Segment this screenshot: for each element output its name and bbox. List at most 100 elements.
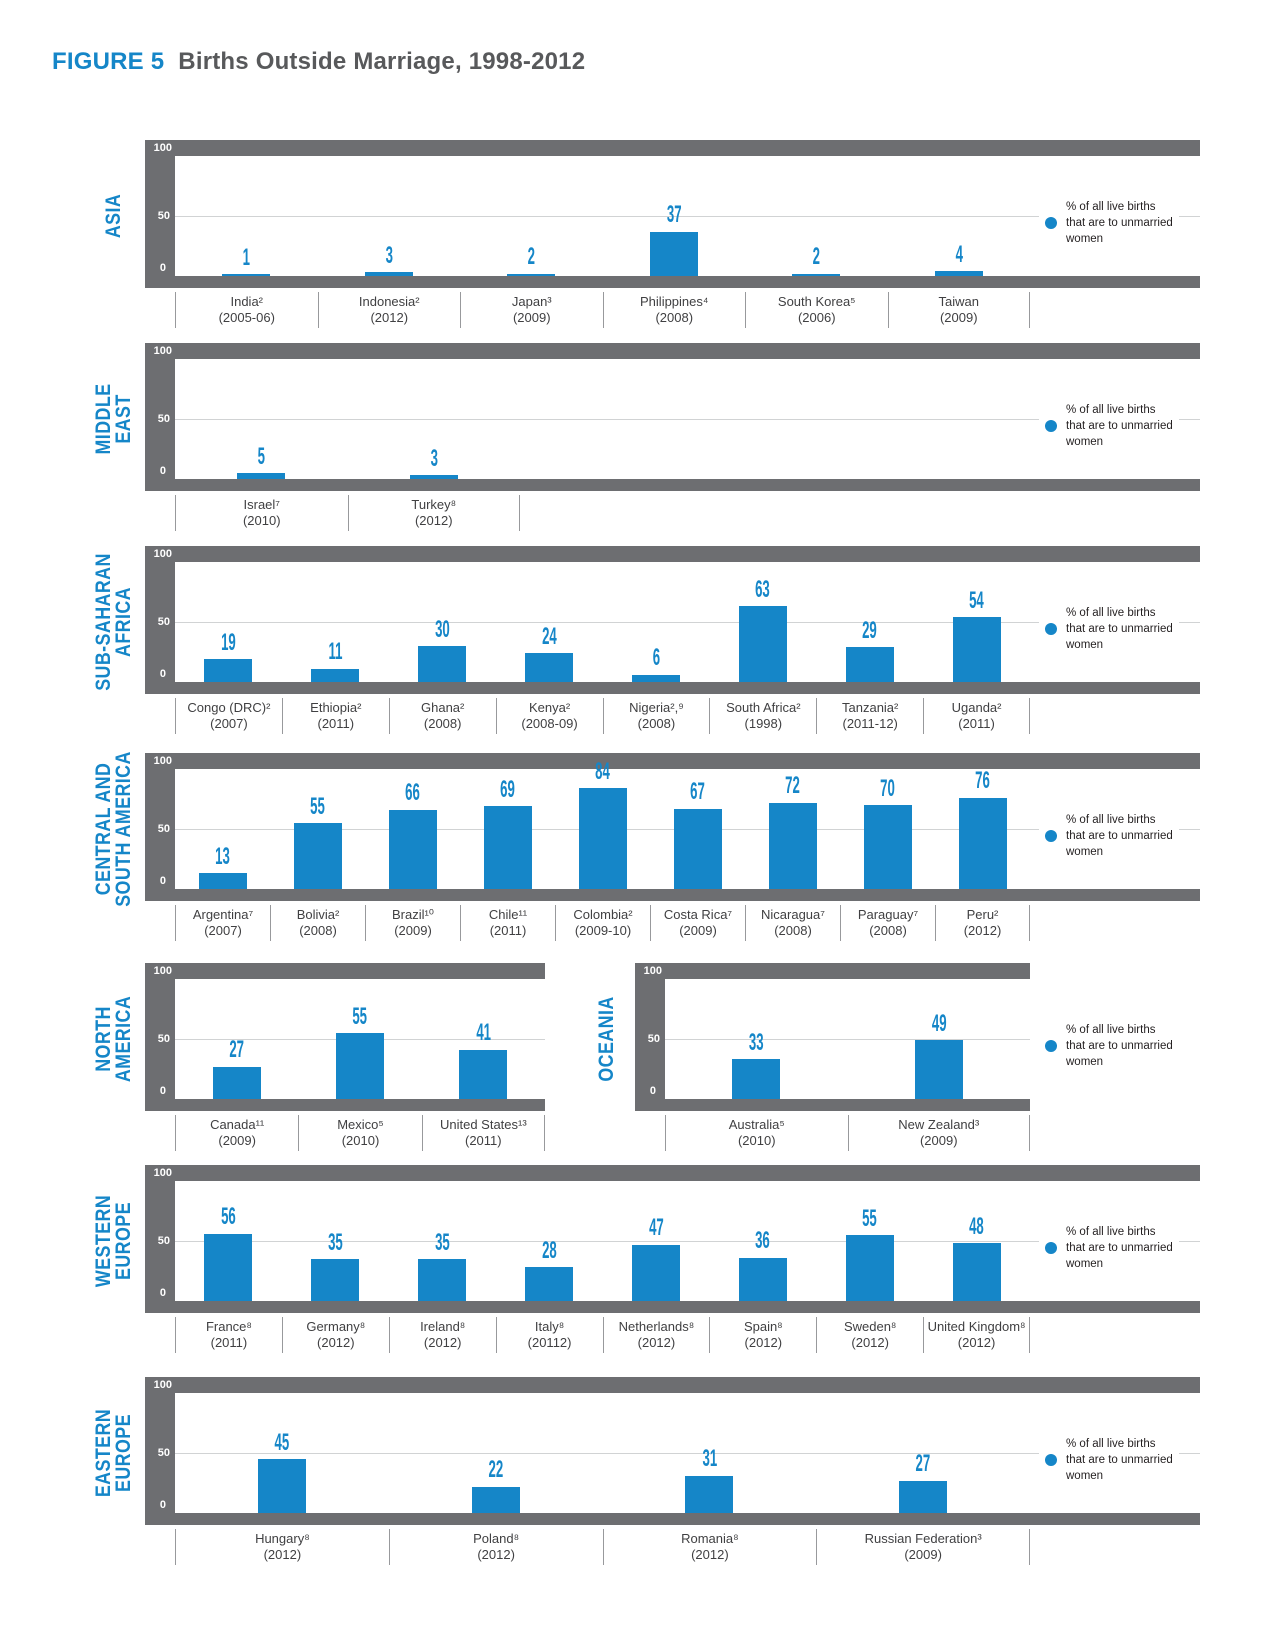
bar-cell: 47 [603, 1181, 710, 1304]
year-label: (2007) [204, 923, 242, 938]
country-label: New Zealand³ [898, 1117, 980, 1132]
country-label: Poland⁸ [473, 1531, 520, 1546]
country-label: Australia⁵ [728, 1117, 785, 1132]
plot-area: 56 35 35 28 47 36 55 48 [175, 1181, 1200, 1304]
bar-value-label: 36 [755, 1227, 771, 1255]
year-label: (2006) [797, 310, 836, 325]
region-label-central-and-south-america: CENTRAL AND SOUTH AMERICA [92, 751, 135, 907]
year-label: (2008-09) [521, 716, 578, 731]
x-axis-label: United States¹³ (2011) [421, 1115, 545, 1151]
plot-area: 19 11 30 24 6 63 29 54 [175, 562, 1200, 685]
country-label: United States¹³ [439, 1117, 527, 1132]
legend: % of all live births that are to unmarri… [1039, 1221, 1179, 1275]
x-axis-labels: Canada¹¹ (2009) Mexico⁵ (2010) United States… [175, 1115, 545, 1151]
bar-cell: 13 [175, 769, 270, 892]
y-axis-column: 50 0 [145, 562, 175, 682]
bar-cell: 55 [816, 1181, 923, 1304]
bar [863, 805, 912, 892]
bar-value-label: 76 [975, 767, 990, 795]
bar [673, 808, 722, 892]
bar-cell: 35 [389, 1181, 496, 1304]
year-label: (2012) [744, 1335, 783, 1350]
y-axis-tick-0: 0 [159, 1499, 166, 1511]
bar-cell: 4 [888, 156, 1031, 279]
x-axis-bar [145, 1301, 1200, 1313]
x-axis-labels: Argentina⁷ (2007) Bolivia² (2008) Brazil¹⁰ (2… [175, 905, 1030, 941]
y-axis-tick-50: 50 [647, 1033, 660, 1045]
country-label: Chile¹¹ [488, 907, 528, 922]
year-label: (2012) [423, 1335, 462, 1350]
bar-cell: 49 [848, 979, 1031, 1102]
bar [738, 1257, 787, 1304]
bar-cell: 66 [365, 769, 460, 892]
bar-value-label: 45 [274, 1428, 290, 1456]
year-label: (2008) [423, 716, 462, 731]
bar [293, 823, 342, 892]
bar-cell: 19 [175, 562, 282, 685]
bar-cell: 27 [816, 1393, 1030, 1516]
y-axis-tick-100: 100 [153, 142, 172, 154]
bar [212, 1066, 261, 1102]
year-label: (2012) [957, 1335, 996, 1350]
country-label: Turkey⁸ [411, 497, 457, 512]
year-label: (2010) [737, 1133, 776, 1148]
x-axis-label: Italy⁸ (20112) [495, 1317, 603, 1353]
x-axis-bar [145, 682, 1200, 694]
gridline-50 [175, 1453, 1200, 1454]
legend: % of all live births that are to unmarri… [1039, 1433, 1179, 1487]
x-axis-label: United Kingdom⁸ (2012) [923, 1317, 1030, 1353]
y-axis-column: 50 0 [145, 1393, 175, 1513]
bar [364, 272, 413, 279]
plot-area: 33 49 [665, 979, 1031, 1102]
country-label: Ireland⁸ [420, 1319, 466, 1334]
country-label: Spain⁸ [743, 1319, 783, 1334]
legend: % of all live births that are to unmarri… [1039, 602, 1179, 656]
chart-top-bar: 100 [145, 343, 1200, 359]
x-axis-label: Argentina⁷ (2007) [175, 905, 270, 941]
bar-value-label: 70 [880, 774, 895, 802]
country-label: Nigeria²,⁹ [629, 700, 684, 715]
legend: % of all live births that are to unmarri… [1039, 1019, 1179, 1073]
year-label: (2009) [218, 1133, 256, 1148]
bar-value-label: 2 [812, 243, 820, 271]
year-label: (2009) [394, 923, 432, 938]
x-axis-label: Philippines⁴ (2008) [602, 292, 746, 328]
bar-cell: 5 [175, 359, 348, 482]
x-axis-label: Paraguay⁷ (2008) [840, 905, 935, 941]
bar-cell: 76 [935, 767, 1030, 892]
year-label: (2009) [919, 1133, 958, 1148]
year-label: (2009-10) [574, 923, 632, 938]
y-axis-tick-100: 100 [153, 1167, 172, 1179]
bar-cell: 56 [175, 1181, 282, 1304]
bar-cell: 35 [282, 1181, 389, 1304]
x-axis-label: Tanzania² (2011-12) [816, 698, 923, 734]
bar-cell: 28 [496, 1181, 603, 1304]
bar-value-label: 33 [748, 1029, 764, 1057]
bar-cell: 2 [745, 156, 888, 279]
country-label: Netherlands⁸ [618, 1319, 695, 1334]
y-axis-column: 50 0 [145, 979, 175, 1099]
plot-area: 27 55 41 [175, 979, 545, 1102]
chart-top-bar: 100 [635, 963, 1030, 979]
bar-cell: 31 [603, 1393, 817, 1516]
bar-value-label: 49 [931, 1009, 947, 1037]
legend-label: % of all live births that are to unmarri… [1066, 814, 1173, 858]
bar [952, 1243, 1001, 1304]
country-label: Indonesia² [358, 294, 420, 309]
y-axis-tick-50: 50 [157, 210, 170, 222]
x-axis-label: Poland⁸ (2012) [388, 1529, 603, 1565]
region-label-western-europe: WESTERN EUROPE [92, 1194, 135, 1288]
bar-value-label: 28 [541, 1237, 557, 1265]
x-axis-label: Russian Federation³ (2009) [816, 1529, 1030, 1565]
bar [204, 1233, 253, 1304]
bar-cell: 67 [650, 769, 745, 892]
bar [525, 653, 574, 685]
bar [409, 475, 458, 482]
year-label: (2011) [958, 716, 995, 731]
chart-eastern-europe: EASTERN EUROPE 100 50 0 45 22 31 27 Hungary⁸ (201… [0, 1377, 1275, 1569]
x-axis-label: Taiwan (2009) [887, 292, 1030, 328]
x-axis-labels: Hungary⁸ (2012) Poland⁸ (2012) Romania⁸ (2012… [175, 1529, 1030, 1565]
bar-value-label: 27 [229, 1036, 245, 1064]
country-label: Ghana² [421, 700, 465, 715]
bar-cell: 69 [460, 769, 555, 892]
